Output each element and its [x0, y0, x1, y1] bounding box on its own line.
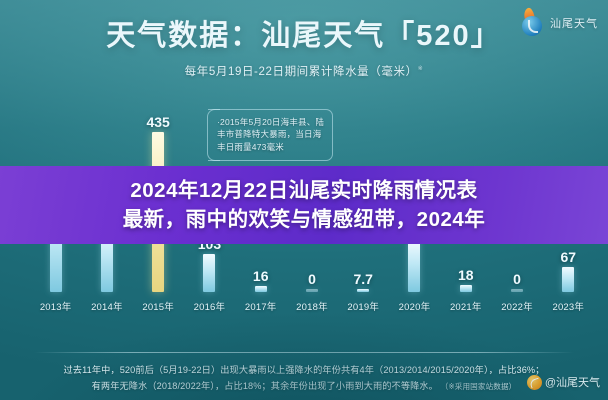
- bar-value-label: 67: [560, 249, 577, 265]
- subtitle-text: 每年5月19日-22日期间累计降水量（毫米）: [184, 66, 418, 78]
- chart-x-axis: 2013年 2014年 2015年 2016年 2017年 2018年 2019年 2020年…: [30, 292, 594, 318]
- x-axis-tick-label: 2016年: [193, 302, 226, 313]
- x-axis-tick-label: 2015年: [142, 302, 174, 313]
- bar: [357, 289, 370, 292]
- chart-bar-column: 67: [543, 96, 594, 292]
- x-axis-tick-label: 2017年: [244, 302, 277, 313]
- footer-divider: [34, 351, 574, 353]
- chart-bar-column: 16: [235, 96, 286, 292]
- bar: [562, 267, 575, 292]
- bar-value-label: 0: [513, 271, 521, 287]
- brand-logo-label: 汕尾天气: [550, 18, 598, 30]
- article-title-line-2: 最新，雨中的欢笑与情感纽带，2024年: [122, 208, 486, 231]
- poster-header: 天气数据：汕尾天气「520」 每年5月19日-22日期间累计降水量（毫米）※: [0, 12, 608, 79]
- weibo-icon: [526, 374, 542, 390]
- chart-annotation-2015: ·2015年5月20日海丰县、陆丰市普降特大暴雨，当日海丰日雨量473毫米: [207, 109, 333, 161]
- article-title-line-1: 2024年12月22日汕尾实时降雨情况表: [130, 178, 478, 202]
- page-title: 天气数据：汕尾天气「520」: [106, 20, 502, 52]
- footer-line-2-text: 有两年无降水（2018/2022年），占比18%；其余年份出现了小雨到大雨的不等…: [91, 380, 438, 391]
- subtitle-footnote-mark: ※: [417, 66, 424, 73]
- x-axis-tick-label: 2013年: [39, 302, 72, 313]
- footer-line-2: 有两年无降水（2018/2022年），占比18%；其余年份出现了小雨到大雨的不等…: [0, 378, 608, 394]
- watermark-label: @汕尾天气: [544, 377, 600, 389]
- page-subtitle: 每年5月19日-22日期间累计降水量（毫米）※: [0, 63, 608, 79]
- article-title-overlay: 2024年12月22日汕尾实时降雨情况表 最新，雨中的欢笑与情感纽带，2024年: [0, 166, 608, 244]
- x-axis-tick-label: 2021年: [449, 302, 482, 313]
- chart-bar-column: 0: [491, 96, 542, 292]
- x-axis-tick-label: 2018年: [296, 302, 328, 313]
- chart-bar-column: 7.7: [338, 96, 389, 292]
- x-axis-tick-label: 2014年: [91, 302, 123, 313]
- article-title: 2024年12月22日汕尾实时降雨情况表 最新，雨中的欢笑与情感纽带，2024年: [117, 176, 492, 234]
- footer-source-note: （※采用国家站数据）: [440, 381, 517, 391]
- bar: [408, 240, 421, 292]
- bar-value-label: 0: [308, 271, 316, 287]
- x-axis-tick-label: 2023年: [552, 302, 585, 313]
- weibo-watermark: @汕尾天气: [526, 374, 600, 390]
- bar: [203, 254, 216, 292]
- chart-bar-column: 18: [440, 96, 491, 292]
- bar-value-label: 16: [252, 268, 269, 284]
- chart-bar-column: 0: [286, 96, 337, 292]
- x-axis-tick-label: 2019年: [347, 302, 380, 313]
- x-axis-tick-label: 2020年: [398, 302, 431, 313]
- weather-logo-icon: [520, 7, 546, 38]
- bar-value-label: 435: [146, 114, 170, 130]
- bar: [254, 286, 267, 292]
- brand-logo: 汕尾天气: [520, 7, 598, 38]
- bar-value-label: 7.7: [353, 271, 373, 287]
- footer-line-1: 过去11年中，520前后（5月19-22日）出现大暴雨以上强降水的年份共有4年（…: [63, 364, 545, 375]
- bar: [459, 285, 472, 292]
- bar-value-label: 18: [457, 267, 474, 283]
- x-axis-tick-label: 2022年: [501, 302, 533, 313]
- water-drop-icon: [522, 16, 542, 36]
- bar: [511, 289, 524, 292]
- poster-footer: 过去11年中，520前后（5月19-22日）出现大暴雨以上强降水的年份共有4年（…: [0, 351, 608, 394]
- bar: [305, 289, 318, 292]
- rainfall-bar-chart: 2521824351031607.714118067 2013年2014年201…: [30, 96, 594, 318]
